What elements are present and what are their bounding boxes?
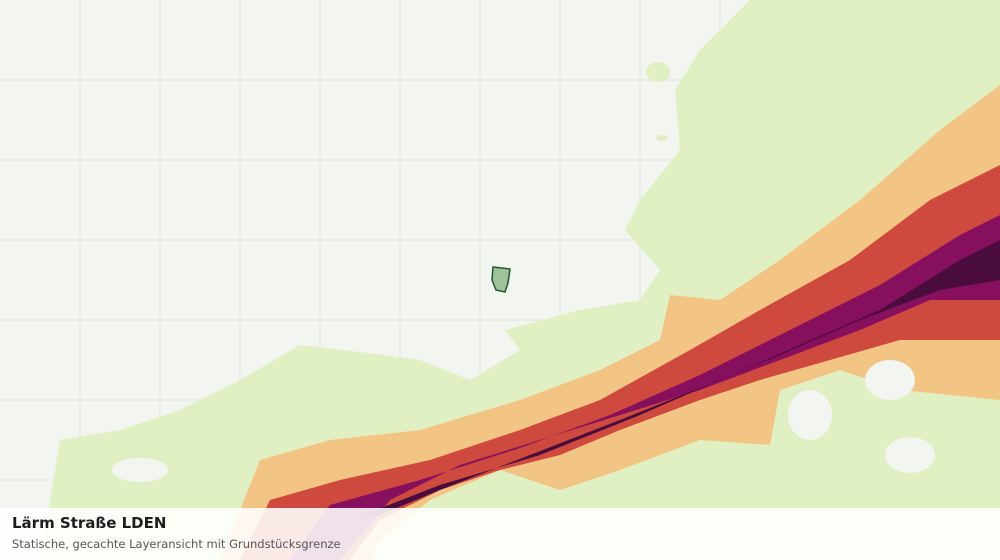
noise-patch — [656, 135, 668, 141]
layer-title: Lärm Straße LDEN — [12, 514, 167, 532]
noise-zone-high — [240, 165, 1000, 560]
quiet-area — [885, 437, 935, 473]
quiet-area — [112, 458, 168, 482]
legend-panel: Lärm Straße LDEN Statische, gecachte Lay… — [0, 508, 1000, 560]
noise-patch — [646, 62, 670, 82]
noise-zone-medium — [220, 85, 1000, 560]
parcel-boundary — [491, 266, 511, 293]
layer-subtitle: Statische, gecachte Layeransicht mit Gru… — [12, 537, 341, 551]
quiet-area — [865, 360, 915, 400]
quiet-area — [788, 390, 832, 440]
